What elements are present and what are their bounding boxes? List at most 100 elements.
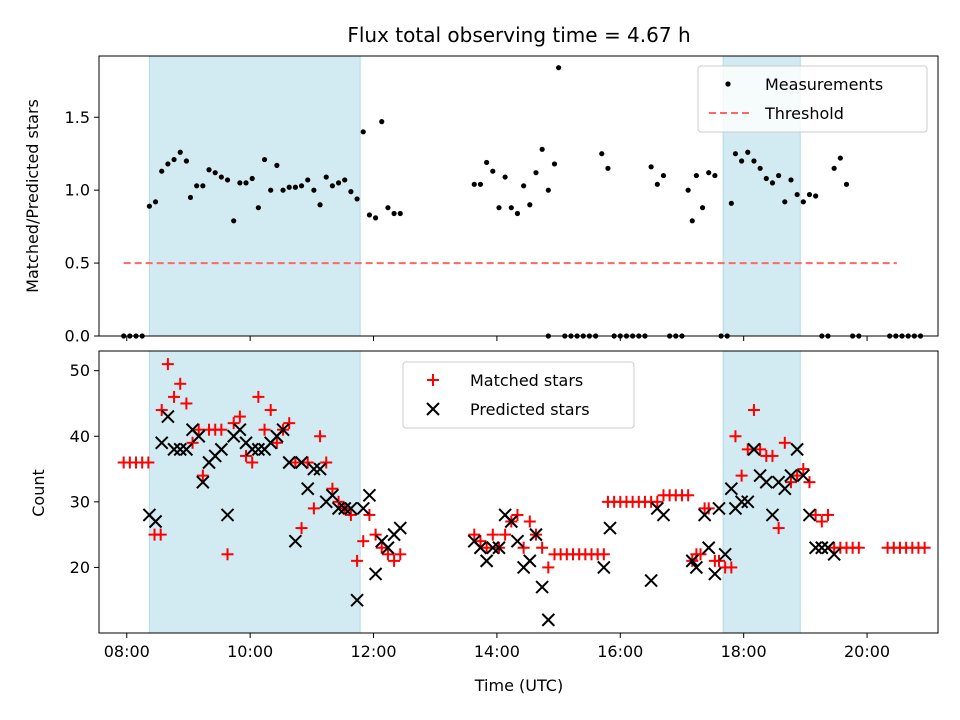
- matched-star-point: [741, 443, 754, 456]
- data-point: [261, 156, 268, 163]
- matched-star-point: [778, 436, 791, 449]
- predicted-star-point: [712, 501, 726, 516]
- matched-star-point: [381, 548, 394, 561]
- data-point: [693, 172, 699, 179]
- matched-star-point: [809, 508, 822, 521]
- predicted-star-point: [685, 554, 699, 568]
- predicted-star-point: [802, 508, 817, 522]
- matched-star-point: [918, 541, 931, 554]
- legend-matched-label: Matched stars: [470, 371, 583, 390]
- matched-star-point: [754, 443, 767, 456]
- data-point: [183, 158, 189, 164]
- matched-star-point: [301, 456, 314, 469]
- data-point: [391, 210, 397, 217]
- matched-star-point: [766, 449, 779, 462]
- matched-star-point: [784, 476, 797, 489]
- legend-measurements-label: Measurements: [765, 75, 883, 94]
- x-tick-label: 08:00: [104, 642, 150, 661]
- predicted-star-point: [220, 508, 235, 522]
- matched-star-point: [821, 508, 834, 521]
- matched-star-point: [486, 528, 499, 541]
- data-point: [171, 156, 177, 163]
- matched-star-point: [344, 508, 357, 521]
- matched-star-point: [725, 561, 738, 574]
- matched-star-point: [174, 377, 187, 390]
- data-point: [776, 172, 782, 179]
- data-point: [502, 174, 508, 180]
- x-tick-label: 10:00: [227, 642, 273, 661]
- y-tick-label: 30: [70, 492, 90, 511]
- bottom-legend: Matched stars Predicted stars: [402, 361, 635, 429]
- predicted-star-point: [535, 580, 549, 594]
- data-point: [728, 200, 734, 206]
- matched-star-point: [351, 554, 364, 567]
- shaded-span: [148, 55, 361, 337]
- predicted-star-point: [597, 560, 611, 575]
- matched-star-point: [307, 502, 320, 515]
- matched-star-point: [394, 548, 407, 561]
- data-point: [751, 158, 757, 164]
- data-point: [685, 187, 691, 193]
- predicted-star-point: [338, 501, 352, 516]
- data-point: [706, 170, 712, 176]
- data-point: [379, 119, 385, 125]
- x-tick-label: 14:00: [474, 642, 520, 661]
- matched-star-point: [772, 522, 785, 535]
- data-point: [769, 180, 776, 186]
- matched-star-point: [240, 449, 253, 462]
- data-point: [231, 218, 237, 224]
- predicted-star-point: [381, 541, 395, 555]
- data-point: [605, 165, 611, 171]
- predicted-star-point: [155, 436, 169, 450]
- data-point: [837, 155, 843, 161]
- data-point: [280, 187, 286, 193]
- x-tick-label: 16:00: [597, 642, 643, 661]
- matched-star-point: [295, 522, 308, 535]
- data-point: [689, 218, 695, 224]
- matched-star-point: [186, 436, 199, 449]
- y-tick-label: 1.0: [65, 181, 90, 200]
- matched-star-point: [694, 548, 707, 561]
- predicted-star-point: [718, 547, 732, 562]
- predicted-star-point: [301, 482, 315, 496]
- matched-star-point: [192, 423, 205, 436]
- data-point: [360, 129, 366, 135]
- data-point: [177, 149, 183, 155]
- bottom-x-ticks: 08:00 10:00 12:00 14:00 16:00 18:00 20:00: [104, 633, 890, 661]
- data-point: [305, 177, 311, 183]
- bottom-axes-frame: [98, 350, 939, 634]
- matched-star-point: [523, 515, 536, 528]
- predicted-star-point: [362, 488, 377, 502]
- matched-star-point: [142, 456, 155, 469]
- data-point: [763, 175, 769, 182]
- predicted-star-point: [331, 501, 346, 516]
- matched-star-point: [270, 436, 283, 449]
- data-point: [194, 183, 200, 189]
- bottom-shaded-spans: [148, 350, 801, 634]
- predicted-star-point: [473, 541, 488, 555]
- top-panel: 0.0 0.5 1.0 1.5 Matched/Predicted stars Mea…: [23, 55, 939, 346]
- matched-star-point: [283, 417, 296, 430]
- data-point: [471, 181, 477, 187]
- top-y-ticks: 0.0 0.5 1.0 1.5: [65, 108, 99, 346]
- matched-star-point: [180, 397, 193, 410]
- matched-star-point: [233, 410, 246, 423]
- predicted-star-point: [765, 508, 780, 522]
- predicted-star-point: [325, 488, 340, 502]
- top-y-axis-label: Matched/Predicted stars: [23, 99, 42, 293]
- predicted-star-point: [747, 442, 761, 457]
- predicted-star-point: [356, 501, 370, 516]
- predicted-star-point: [603, 521, 617, 535]
- predicted-star-point: [276, 422, 290, 437]
- matched-star-point: [388, 554, 401, 567]
- data-point: [317, 202, 323, 208]
- matched-star-point: [357, 535, 370, 548]
- matched-star-point: [221, 548, 234, 561]
- predicted-star-point: [214, 442, 229, 457]
- predicted-star-point: [644, 573, 658, 588]
- data-point: [187, 194, 194, 201]
- y-tick-label: 40: [70, 427, 90, 446]
- top-axes-frame: [98, 55, 939, 337]
- predicted-star-point: [778, 482, 792, 496]
- predicted-star-point: [233, 422, 247, 437]
